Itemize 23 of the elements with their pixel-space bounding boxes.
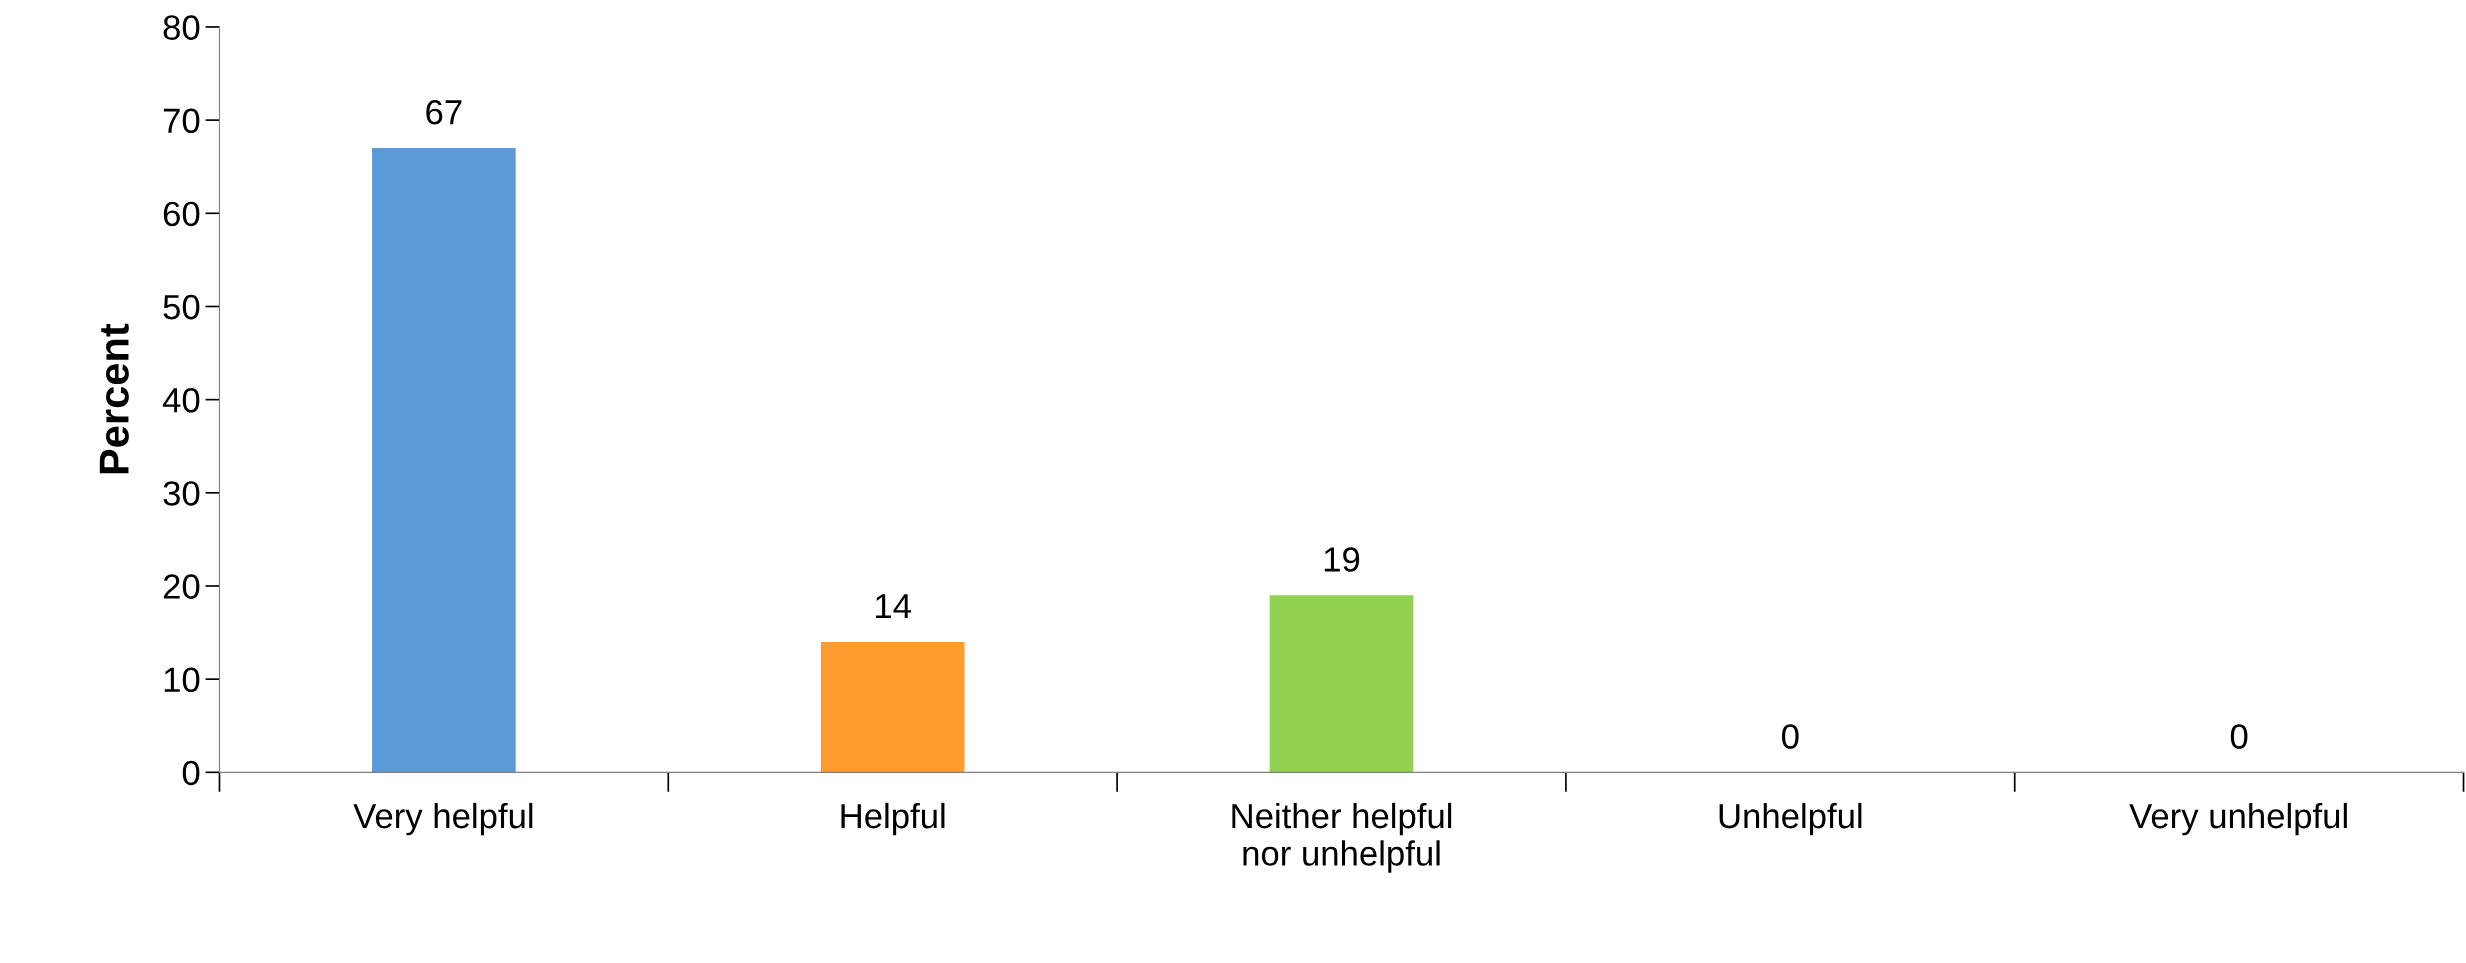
y-tick-label: 70	[163, 108, 200, 134]
y-tick-label: 60	[163, 201, 200, 227]
y-axis-title: Percent	[99, 323, 129, 474]
x-tick-label: Very unhelpful	[2129, 802, 2347, 836]
data-label: 14	[876, 594, 911, 619]
bar	[1269, 595, 1414, 773]
bar	[372, 148, 516, 773]
y-tick-label: 80	[163, 15, 200, 40]
bar	[820, 641, 965, 773]
y-tick-label: 0	[182, 760, 200, 786]
y-tick-label: 10	[164, 667, 200, 693]
x-tick-label: Unhelpful	[1719, 802, 1862, 836]
x-tick-label: Helpful	[841, 802, 945, 836]
x-tick-label: Very helpful	[353, 802, 533, 836]
data-label: 67	[426, 99, 462, 125]
y-tick-label: 30	[163, 481, 200, 506]
data-label: 0	[2230, 724, 2248, 749]
y-tick-label: 40	[162, 387, 200, 413]
x-tick-label: Neither helpful nor unhelpful	[1232, 802, 1452, 873]
y-tick-label: 20	[163, 574, 200, 599]
y-tick-label: 50	[163, 294, 200, 320]
data-label: 0	[1782, 724, 1799, 749]
data-label: 19	[1324, 547, 1360, 572]
